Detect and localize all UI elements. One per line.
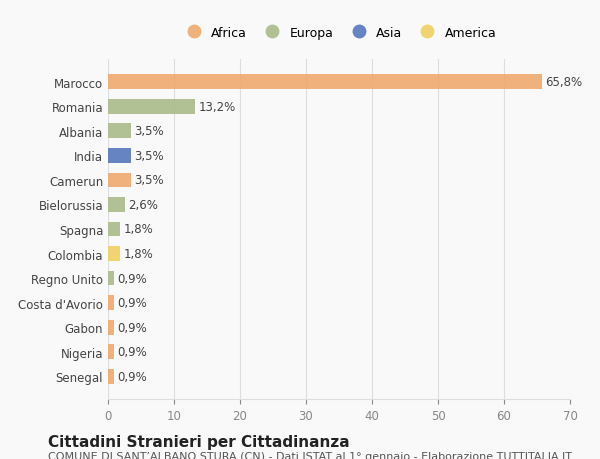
Text: 3,5%: 3,5% xyxy=(134,125,164,138)
Text: 0,9%: 0,9% xyxy=(117,297,147,309)
Bar xyxy=(108,296,114,310)
Bar xyxy=(108,246,120,261)
Bar xyxy=(108,173,131,188)
Bar xyxy=(108,320,114,335)
Text: 13,2%: 13,2% xyxy=(199,101,236,113)
Text: 3,5%: 3,5% xyxy=(134,174,164,187)
Text: 2,6%: 2,6% xyxy=(128,198,158,212)
Text: 0,9%: 0,9% xyxy=(117,321,147,334)
Text: 3,5%: 3,5% xyxy=(134,150,164,162)
Bar xyxy=(108,271,114,286)
Bar xyxy=(108,100,195,114)
Bar xyxy=(108,369,114,384)
Bar xyxy=(108,222,120,237)
Bar xyxy=(108,198,125,213)
Text: 0,9%: 0,9% xyxy=(117,370,147,383)
Bar xyxy=(108,149,131,163)
Text: 65,8%: 65,8% xyxy=(545,76,583,89)
Bar xyxy=(108,345,114,359)
Text: 1,8%: 1,8% xyxy=(123,223,153,236)
Bar xyxy=(108,124,131,139)
Bar xyxy=(108,75,542,90)
Text: 0,9%: 0,9% xyxy=(117,346,147,358)
Legend: Africa, Europa, Asia, America: Africa, Europa, Asia, America xyxy=(176,22,502,45)
Text: COMUNE DI SANT’ALBANO STURA (CN) - Dati ISTAT al 1° gennaio - Elaborazione TUTTI: COMUNE DI SANT’ALBANO STURA (CN) - Dati … xyxy=(48,451,572,459)
Text: Cittadini Stranieri per Cittadinanza: Cittadini Stranieri per Cittadinanza xyxy=(48,434,350,449)
Text: 0,9%: 0,9% xyxy=(117,272,147,285)
Text: 1,8%: 1,8% xyxy=(123,247,153,261)
